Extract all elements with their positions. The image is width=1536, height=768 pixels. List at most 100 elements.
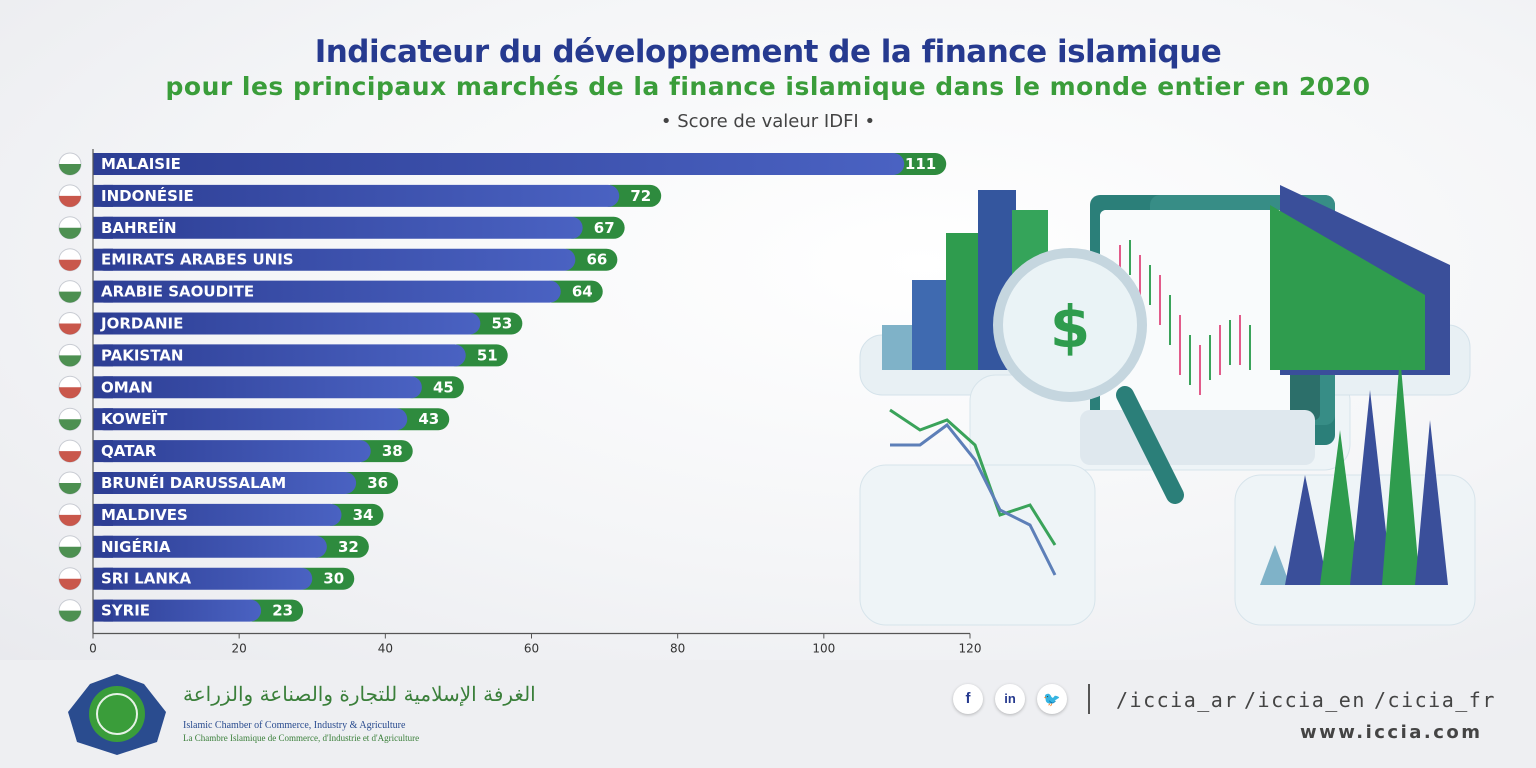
flag-icon-fill — [59, 451, 81, 463]
bar — [93, 280, 561, 303]
linkedin-icon[interactable]: in — [995, 684, 1025, 714]
finance-illustration: $ — [859, 185, 1476, 626]
flag-icon-fill — [59, 387, 81, 399]
decor-cone — [1260, 545, 1290, 585]
bar-start — [93, 503, 113, 526]
website-link[interactable]: www.iccia.com — [1300, 722, 1483, 743]
bar-label: QATAR — [101, 442, 157, 460]
platform-line-chart — [859, 464, 1096, 626]
value-label: 72 — [630, 187, 651, 205]
flag-icon-fill — [59, 546, 81, 558]
bar — [93, 503, 342, 526]
bar-chart: MALAISIE 111 INDONÉSIE 72 BAHREÏN 67 EMIRATS A… — [58, 149, 982, 656]
bar-start — [93, 440, 113, 463]
handle-en[interactable]: /iccia_en — [1244, 688, 1366, 712]
bar-label: SRI LANKA — [101, 570, 192, 588]
value-label: 34 — [353, 506, 374, 524]
bar-start — [93, 216, 113, 239]
bar-start — [93, 376, 113, 399]
decor-line-blue — [890, 422, 1057, 576]
bar — [93, 184, 620, 207]
decor-cone — [1350, 390, 1392, 585]
bar — [93, 248, 576, 271]
bar — [93, 344, 466, 367]
value-label: 32 — [338, 538, 359, 556]
value-label: 111 — [905, 155, 936, 173]
value-label: 51 — [477, 346, 498, 364]
bar-label: PAKISTAN — [101, 346, 183, 364]
value-label: 23 — [272, 602, 293, 620]
value-label: 43 — [418, 410, 439, 428]
x-tick-label: 60 — [524, 642, 539, 656]
magnifier-lens — [993, 248, 1147, 402]
org-name-french: La Chambre Islamique de Commerce, d'Indu… — [183, 733, 420, 743]
value-label: 67 — [594, 219, 615, 237]
bar-label: BRUNÉI DARUSSALAM — [101, 473, 286, 492]
bar-label: BAHREÏN — [101, 218, 177, 237]
value-label: 45 — [433, 378, 454, 396]
bar-start — [93, 408, 113, 431]
flag-icon-fill — [59, 355, 81, 367]
x-tick-label: 40 — [378, 642, 393, 656]
flag-icon-fill — [59, 483, 81, 494]
handle-ar[interactable]: /iccia_ar — [1116, 688, 1238, 712]
logo-ring — [96, 693, 138, 735]
handle-fr[interactable]: /cicia_fr — [1374, 688, 1496, 712]
x-tick-label: 80 — [670, 642, 685, 656]
flag-icon-fill — [59, 259, 81, 271]
flag-icon-fill — [59, 291, 81, 303]
decor-cone — [1285, 475, 1328, 585]
twitter-icon[interactable]: 🐦 — [1037, 684, 1067, 714]
decor-bar — [946, 233, 984, 370]
bar-start — [93, 153, 113, 175]
value-label: 38 — [382, 442, 403, 460]
bar-label: MALAISIE — [101, 155, 181, 173]
decor-cone — [1382, 355, 1420, 585]
bar-label: INDONÉSIE — [101, 186, 194, 205]
org-name-english: Islamic Chamber of Commerce, Industry & … — [183, 720, 406, 731]
bar-start — [93, 535, 113, 558]
bar-start — [93, 312, 113, 335]
candlesticks-green — [1129, 240, 1251, 385]
flag-icon-fill — [59, 610, 81, 622]
footer-band — [0, 660, 1536, 768]
bar — [93, 376, 422, 399]
footer-separator — [1088, 684, 1090, 714]
bar-label: SYRIE — [101, 602, 150, 620]
x-tick-label: 100 — [812, 642, 835, 656]
flag-icon-fill — [59, 227, 81, 239]
value-label: 66 — [586, 251, 607, 269]
flag-icon-fill — [59, 514, 81, 526]
bar-label: NIGÉRIA — [101, 537, 171, 556]
bar-label: JORDANIE — [100, 315, 183, 333]
bar — [93, 567, 313, 590]
bar-label: EMIRATS ARABES UNIS — [101, 251, 294, 269]
value-label: 64 — [572, 283, 593, 301]
bar — [93, 472, 357, 494]
bar-start — [93, 248, 113, 271]
bar-start — [93, 599, 113, 622]
facebook-icon[interactable]: f — [953, 684, 983, 714]
flag-icon-fill — [59, 419, 81, 431]
org-name-arabic: الغرفة الإسلامية للتجارة والصناعة والزرا… — [183, 682, 536, 706]
bar — [93, 312, 481, 335]
page-subtitle: pour les principaux marchés de la financ… — [165, 72, 1371, 101]
flag-icon-fill — [59, 164, 81, 175]
page-title: Indicateur du développement de la financ… — [314, 34, 1222, 70]
x-tick-label: 120 — [959, 642, 982, 656]
bar — [93, 440, 371, 463]
x-tick-label: 0 — [89, 642, 97, 656]
bar-label: ARABIE SAOUDITE — [101, 283, 254, 301]
bar-label: OMAN — [101, 378, 153, 396]
decor-cone — [1320, 430, 1360, 585]
decor-cone — [1415, 420, 1448, 585]
flag-icon-fill — [59, 323, 81, 335]
bar — [93, 216, 583, 239]
dollar-icon: $ — [1050, 293, 1090, 361]
iccia-logo — [68, 674, 166, 755]
value-label: 53 — [491, 315, 512, 333]
bar-label: MALDIVES — [101, 506, 188, 524]
flag-icon-fill — [59, 578, 81, 590]
bar-start — [93, 184, 113, 207]
bar — [93, 599, 262, 622]
